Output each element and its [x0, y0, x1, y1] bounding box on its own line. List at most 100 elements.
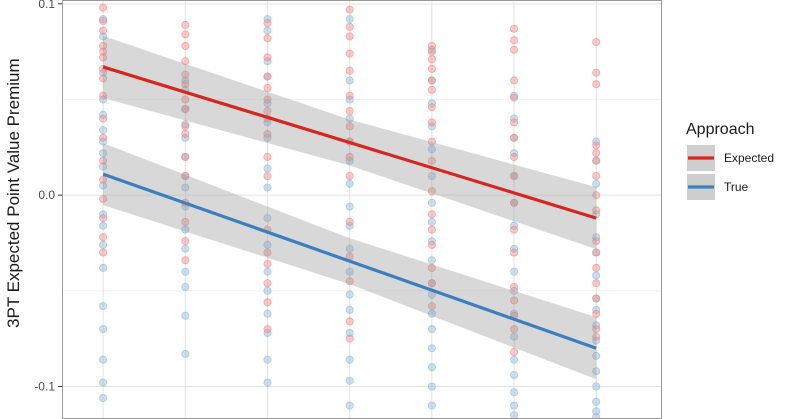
point-true-22	[181, 120, 190, 129]
point-true-101	[510, 401, 519, 410]
point-true-85	[427, 401, 436, 410]
point-expected-18	[181, 30, 190, 39]
point-expected-78	[427, 225, 436, 234]
point-expected-27	[181, 152, 190, 161]
point-expected-9	[99, 114, 108, 123]
point-true-29	[181, 244, 190, 253]
point-expected-51	[345, 22, 354, 31]
point-true-12	[99, 240, 108, 249]
point-true-75	[427, 217, 436, 226]
point-true-26	[181, 183, 190, 192]
point-expected-4	[99, 47, 108, 56]
point-expected-113	[592, 294, 601, 303]
point-expected-92	[510, 198, 519, 207]
point-expected-90	[510, 152, 519, 161]
point-true-35	[263, 26, 272, 35]
point-expected-49	[263, 325, 272, 334]
point-expected-5	[99, 53, 108, 62]
point-expected-47	[263, 279, 272, 288]
point-true-96	[510, 309, 519, 318]
point-true-47	[263, 309, 272, 318]
point-true-50	[263, 378, 272, 387]
point-expected-64	[345, 317, 354, 326]
point-expected-68	[427, 55, 436, 64]
point-expected-63	[345, 277, 354, 286]
point-expected-56	[345, 107, 354, 116]
point-expected-10	[99, 133, 108, 142]
point-expected-87	[510, 93, 519, 102]
panel-background	[62, 0, 662, 419]
point-expected-23	[181, 95, 190, 104]
point-expected-80	[427, 263, 436, 272]
y-tick-label-0: 0.1	[38, 0, 55, 11]
point-expected-74	[427, 137, 436, 146]
point-expected-45	[263, 248, 272, 257]
point-expected-28	[181, 171, 190, 180]
point-true-102	[510, 411, 519, 419]
legend-title: Approach	[686, 121, 755, 138]
point-expected-100	[592, 38, 601, 47]
point-true-62	[345, 290, 354, 299]
point-true-5	[99, 126, 108, 135]
point-expected-93	[510, 225, 519, 234]
point-true-60	[345, 244, 354, 253]
point-expected-13	[99, 194, 108, 203]
point-true-100	[510, 388, 519, 397]
legend: Approach Expected True	[686, 121, 774, 200]
point-true-52	[345, 76, 354, 85]
legend-label-expected: Expected	[724, 151, 774, 165]
point-true-114	[592, 351, 601, 360]
point-expected-24	[181, 105, 190, 114]
point-expected-55	[345, 91, 354, 100]
point-expected-15	[99, 233, 108, 242]
point-expected-94	[510, 248, 519, 257]
y-tick-label-2: -0.1	[34, 379, 55, 393]
point-true-9	[99, 181, 108, 190]
point-expected-30	[181, 217, 190, 226]
point-true-77	[427, 256, 436, 265]
point-true-7	[99, 149, 108, 158]
point-true-31	[181, 282, 190, 291]
point-expected-7	[99, 74, 108, 83]
point-expected-39	[263, 107, 272, 116]
point-true-11	[99, 221, 108, 230]
point-expected-107	[592, 191, 601, 200]
point-expected-42	[263, 152, 272, 161]
point-expected-52	[345, 32, 354, 41]
point-expected-82	[427, 302, 436, 311]
legend-label-true: True	[724, 180, 749, 194]
point-true-63	[345, 305, 354, 314]
point-true-54	[345, 114, 354, 123]
point-true-98	[510, 355, 519, 364]
point-true-57	[345, 179, 354, 188]
point-expected-116	[592, 332, 601, 341]
point-true-67	[345, 401, 354, 410]
point-true-97	[510, 332, 519, 341]
point-true-105	[592, 179, 601, 188]
point-expected-91	[510, 171, 519, 180]
point-true-13	[99, 263, 108, 272]
point-expected-53	[345, 49, 354, 58]
point-true-82	[427, 344, 436, 353]
point-expected-111	[592, 263, 601, 272]
point-true-33	[181, 349, 190, 358]
point-expected-1	[99, 16, 108, 25]
point-expected-103	[592, 141, 601, 150]
point-expected-33	[263, 18, 272, 27]
point-expected-76	[427, 187, 436, 196]
point-true-116	[592, 382, 601, 391]
point-expected-110	[592, 248, 601, 257]
point-expected-66	[427, 41, 436, 50]
point-expected-106	[592, 171, 601, 180]
point-expected-59	[345, 152, 354, 161]
point-true-58	[345, 202, 354, 211]
point-true-15	[99, 325, 108, 334]
point-true-14	[99, 302, 108, 311]
point-expected-70	[427, 76, 436, 85]
point-true-49	[263, 355, 272, 364]
point-true-84	[427, 382, 436, 391]
point-expected-77	[427, 210, 436, 219]
point-expected-65	[345, 334, 354, 343]
point-expected-11	[99, 156, 108, 165]
point-expected-48	[263, 298, 272, 307]
